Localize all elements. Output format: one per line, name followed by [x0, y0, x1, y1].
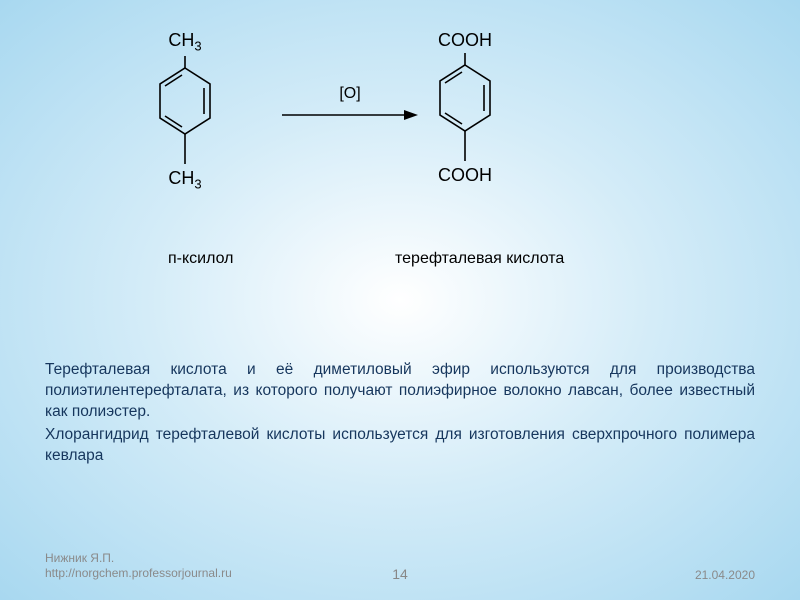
- reactant-ring: [150, 56, 220, 166]
- slide-footer: Нижник Я.П. http://norgchem.professorjou…: [45, 551, 755, 582]
- reaction-scheme: CH3 CH3 [O] COOH: [120, 30, 680, 250]
- product-bottom-group: COOH: [430, 165, 500, 186]
- footer-date: 21.04.2020: [695, 568, 755, 582]
- reagent-label: [O]: [280, 85, 420, 103]
- paragraph-1: Терефталевая кислота и её диметиловый эф…: [45, 360, 755, 423]
- product-top-group: COOH: [430, 30, 500, 51]
- reaction-arrow: [O]: [280, 85, 420, 130]
- footer-author-block: Нижник Я.П. http://norgchem.professorjou…: [45, 551, 232, 582]
- reactant-label: п-ксилол: [168, 250, 234, 268]
- description-text: Терефталевая кислота и её диметиловый эф…: [45, 360, 755, 469]
- product-label: терефталевая кислота: [395, 250, 564, 268]
- product-ring: [430, 53, 500, 163]
- arrow-svg: [280, 105, 420, 125]
- footer-url: http://norgchem.professorjournal.ru: [45, 566, 232, 582]
- product-structure: COOH COOH: [430, 30, 500, 186]
- reactant-structure: CH3 CH3: [150, 30, 220, 191]
- paragraph-2: Хлорангидрид терефталевой кислоты исполь…: [45, 425, 755, 467]
- reactant-bottom-group: CH3: [150, 168, 220, 192]
- footer-author: Нижник Я.П.: [45, 551, 232, 567]
- footer-page: 14: [392, 566, 408, 582]
- reactant-top-group: CH3: [150, 30, 220, 54]
